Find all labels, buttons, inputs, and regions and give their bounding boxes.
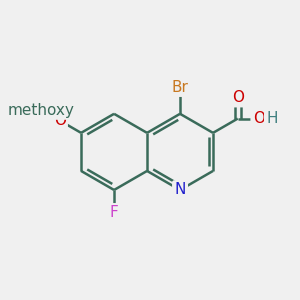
Text: O: O	[232, 90, 244, 105]
Text: H: H	[266, 111, 278, 126]
Text: Br: Br	[172, 80, 188, 95]
Text: methoxy: methoxy	[8, 103, 75, 118]
Text: N: N	[174, 182, 186, 197]
Text: O: O	[253, 111, 265, 126]
Text: F: F	[110, 205, 118, 220]
Text: O: O	[54, 113, 66, 128]
